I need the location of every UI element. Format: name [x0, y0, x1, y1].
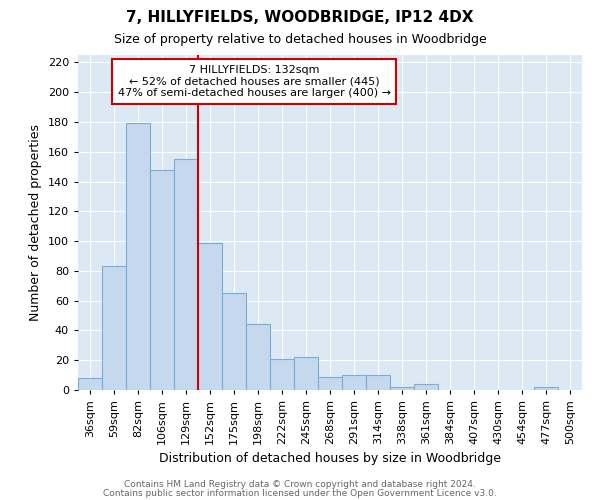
Bar: [174, 159, 198, 390]
Text: Contains HM Land Registry data © Crown copyright and database right 2024.: Contains HM Land Registry data © Crown c…: [124, 480, 476, 489]
Bar: [270, 358, 294, 390]
Bar: [366, 375, 390, 390]
Bar: [198, 242, 222, 390]
Bar: [534, 387, 558, 390]
Text: Size of property relative to detached houses in Woodbridge: Size of property relative to detached ho…: [113, 32, 487, 46]
Text: Contains public sector information licensed under the Open Government Licence v3: Contains public sector information licen…: [103, 488, 497, 498]
Y-axis label: Number of detached properties: Number of detached properties: [29, 124, 42, 321]
Bar: [126, 124, 150, 390]
Bar: [342, 375, 366, 390]
Text: 7 HILLYFIELDS: 132sqm
← 52% of detached houses are smaller (445)
47% of semi-det: 7 HILLYFIELDS: 132sqm ← 52% of detached …: [118, 65, 391, 98]
Bar: [222, 293, 246, 390]
Bar: [390, 387, 414, 390]
Bar: [414, 384, 438, 390]
Bar: [78, 378, 102, 390]
Bar: [102, 266, 126, 390]
Bar: [150, 170, 174, 390]
Text: 7, HILLYFIELDS, WOODBRIDGE, IP12 4DX: 7, HILLYFIELDS, WOODBRIDGE, IP12 4DX: [126, 10, 474, 25]
Bar: [294, 357, 318, 390]
Bar: [318, 376, 342, 390]
Bar: [246, 324, 270, 390]
X-axis label: Distribution of detached houses by size in Woodbridge: Distribution of detached houses by size …: [159, 452, 501, 466]
